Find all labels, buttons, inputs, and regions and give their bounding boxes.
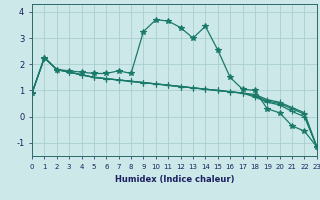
X-axis label: Humidex (Indice chaleur): Humidex (Indice chaleur) <box>115 175 234 184</box>
